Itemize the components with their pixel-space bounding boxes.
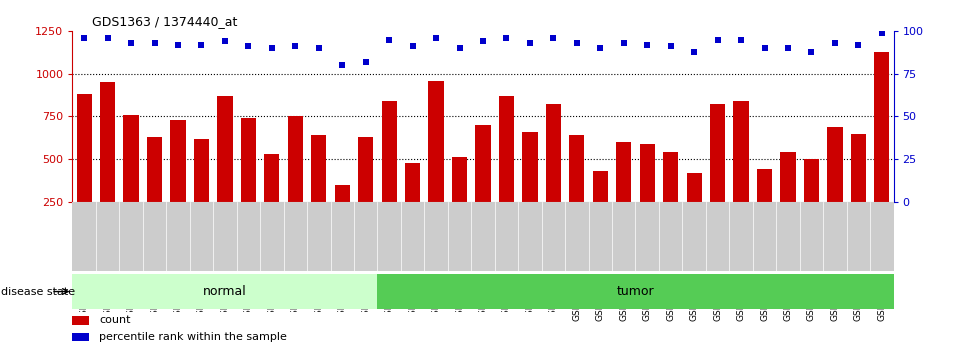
Bar bbox=[72, 316, 90, 325]
Point bbox=[124, 40, 139, 46]
Point bbox=[663, 44, 678, 49]
Bar bbox=[639, 144, 655, 245]
Point bbox=[382, 37, 397, 42]
Point bbox=[687, 49, 702, 54]
Point bbox=[428, 35, 443, 41]
Point bbox=[874, 30, 890, 36]
Point bbox=[241, 44, 256, 49]
Point bbox=[311, 45, 327, 51]
Bar bbox=[733, 101, 749, 245]
Point bbox=[475, 39, 491, 44]
Point bbox=[147, 40, 162, 46]
Point bbox=[639, 42, 655, 48]
Text: percentile rank within the sample: percentile rank within the sample bbox=[99, 332, 287, 342]
Bar bbox=[687, 173, 701, 245]
Bar bbox=[100, 82, 115, 245]
Point bbox=[523, 40, 538, 46]
Text: GDS1363 / 1374440_at: GDS1363 / 1374440_at bbox=[92, 14, 237, 28]
Bar bbox=[72, 333, 90, 341]
Bar bbox=[757, 169, 772, 245]
Bar bbox=[241, 118, 256, 245]
Point bbox=[756, 45, 772, 51]
Bar bbox=[76, 94, 92, 245]
Point bbox=[592, 45, 608, 51]
Bar bbox=[781, 152, 796, 245]
Point bbox=[498, 35, 514, 41]
Point bbox=[569, 40, 584, 46]
Bar bbox=[288, 117, 303, 245]
Bar bbox=[827, 127, 842, 245]
Point bbox=[76, 35, 92, 41]
Text: disease state: disease state bbox=[1, 287, 75, 296]
Point bbox=[358, 59, 374, 65]
Text: count: count bbox=[99, 315, 130, 325]
Bar bbox=[429, 81, 443, 245]
Bar bbox=[382, 101, 397, 245]
Bar bbox=[523, 132, 537, 245]
Point bbox=[733, 37, 749, 42]
Bar bbox=[72, 274, 378, 309]
Bar bbox=[498, 96, 514, 245]
Bar bbox=[194, 139, 209, 245]
Point bbox=[405, 44, 420, 49]
Bar bbox=[378, 274, 894, 309]
Bar bbox=[405, 162, 420, 245]
Point bbox=[804, 49, 819, 54]
Bar bbox=[616, 142, 632, 245]
Point bbox=[334, 62, 350, 68]
Bar bbox=[569, 135, 584, 245]
Bar bbox=[217, 96, 233, 245]
Bar bbox=[475, 125, 491, 245]
Point bbox=[827, 40, 842, 46]
Bar bbox=[311, 135, 327, 245]
Bar bbox=[874, 51, 890, 245]
Bar bbox=[124, 115, 139, 245]
Point bbox=[710, 37, 725, 42]
Bar bbox=[265, 154, 279, 245]
Bar bbox=[546, 105, 561, 245]
Bar bbox=[663, 152, 678, 245]
Point bbox=[452, 45, 468, 51]
Point bbox=[99, 35, 115, 41]
Bar bbox=[170, 120, 185, 245]
Point bbox=[217, 39, 233, 44]
Point bbox=[170, 42, 185, 48]
Bar bbox=[452, 157, 468, 245]
Point bbox=[288, 44, 303, 49]
Point bbox=[264, 45, 279, 51]
Point bbox=[194, 42, 210, 48]
Text: normal: normal bbox=[203, 285, 247, 298]
Bar bbox=[593, 171, 608, 245]
Point bbox=[851, 42, 867, 48]
Bar bbox=[804, 159, 819, 245]
Bar bbox=[710, 105, 725, 245]
Bar bbox=[147, 137, 162, 245]
Point bbox=[546, 35, 561, 41]
Point bbox=[781, 45, 796, 51]
Text: tumor: tumor bbox=[616, 285, 654, 298]
Bar bbox=[851, 134, 866, 245]
Bar bbox=[334, 185, 350, 245]
Bar bbox=[358, 137, 373, 245]
Point bbox=[616, 40, 632, 46]
